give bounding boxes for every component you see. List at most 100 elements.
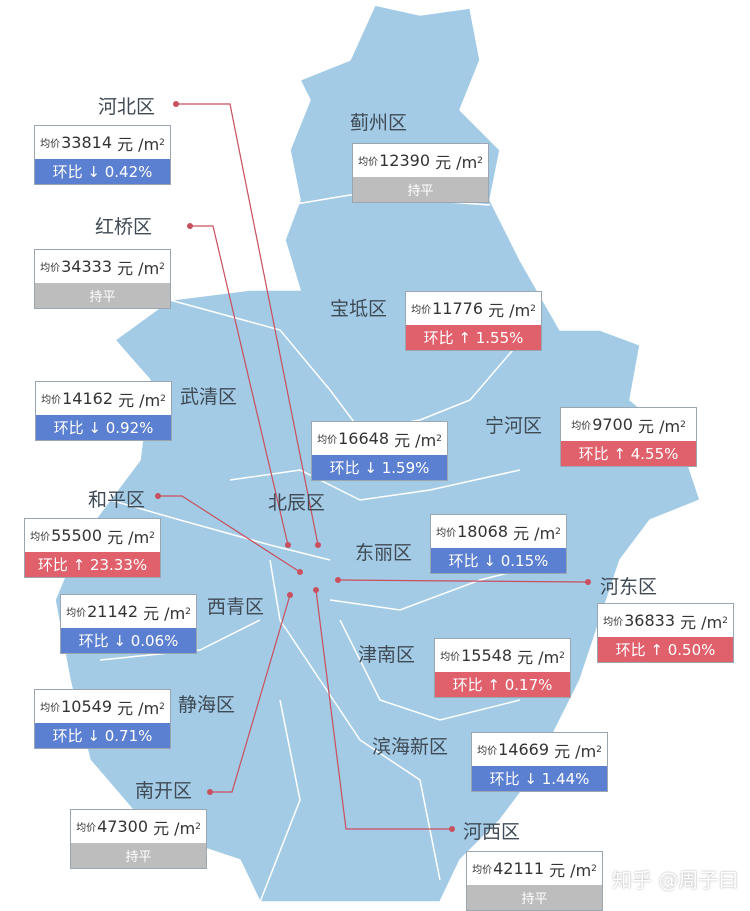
price-row: 均价 21142 元 /m 2 — [61, 595, 196, 628]
district-name: 滨海新区 — [372, 736, 449, 758]
price-value: 14669 — [498, 740, 549, 759]
district-name: 河东区 — [600, 576, 658, 598]
price-prefix: 均价 — [40, 139, 61, 150]
change-badge: 环比 ↓ 1.44% — [472, 766, 607, 791]
price-unit: 元 /m — [517, 647, 560, 667]
unit-sup: 2 — [160, 393, 166, 404]
price-prefix: 均价 — [603, 617, 624, 628]
price-unit: 元 /m — [117, 134, 160, 154]
watermark: 知乎 @周子曰 — [612, 868, 739, 892]
price-value: 36833 — [624, 611, 675, 630]
price-value: 11776 — [432, 299, 483, 318]
leader-dots — [155, 101, 591, 832]
price-card: 均价 18068 元 /m 2 环比 ↓ 0.15% — [430, 514, 567, 574]
price-prefix: 均价 — [76, 823, 97, 834]
price-prefix: 均价 — [41, 395, 62, 406]
change-badge: 环比 ↓ 0.06% — [61, 628, 196, 653]
district-name: 河西区 — [463, 821, 521, 843]
price-value: 12390 — [379, 151, 430, 170]
price-unit: 元 /m — [435, 152, 478, 172]
district-name: 东丽区 — [355, 542, 413, 564]
unit-sup: 2 — [159, 137, 165, 148]
price-value: 15548 — [461, 646, 512, 665]
change-badge: 环比 ↓ 0.42% — [35, 159, 170, 184]
price-card: 均价 47300 元 /m 2 持平 — [70, 809, 207, 869]
price-value: 10549 — [61, 697, 112, 716]
price-prefix: 均价 — [571, 421, 592, 432]
price-card: 均价 9700 元 /m 2 环比 ↑ 4.55% — [560, 407, 697, 467]
district-name: 宝坻区 — [330, 298, 388, 320]
change-badge: 环比 ↑ 4.55% — [561, 441, 696, 466]
change-badge: 环比 ↓ 0.15% — [431, 548, 566, 573]
price-value: 21142 — [87, 602, 138, 621]
leader-lines — [158, 103, 589, 830]
price-value: 16648 — [338, 429, 389, 448]
price-unit: 元 /m — [488, 300, 531, 320]
change-badge: 环比 ↑ 1.55% — [406, 325, 541, 350]
change-badge: 环比 ↑ 0.17% — [435, 672, 570, 697]
price-row: 均价 14669 元 /m 2 — [472, 733, 607, 766]
price-unit: 元 /m — [394, 430, 437, 450]
price-unit: 元 /m — [153, 818, 196, 838]
price-value: 14162 — [62, 389, 113, 408]
change-badge: 环比 ↑ 23.33% — [25, 552, 160, 577]
unit-sup: 2 — [591, 863, 597, 874]
price-prefix: 均价 — [317, 435, 338, 446]
unit-sup: 2 — [555, 526, 561, 537]
price-value: 47300 — [97, 817, 148, 836]
price-unit: 元 /m — [554, 741, 597, 761]
price-row: 均价 10549 元 /m 2 — [35, 690, 170, 723]
district-name: 蓟州区 — [350, 112, 408, 134]
unit-sup: 2 — [436, 433, 442, 444]
price-row: 均价 34333 元 /m 2 — [35, 250, 170, 283]
price-row: 均价 33814 元 /m 2 — [35, 126, 170, 159]
district-name: 河北区 — [98, 96, 156, 118]
price-value: 34333 — [61, 257, 112, 276]
price-card: 均价 12390 元 /m 2 持平 — [352, 143, 489, 203]
district-name: 西青区 — [207, 596, 265, 618]
price-value: 9700 — [592, 415, 633, 434]
price-unit: 元 /m — [107, 527, 150, 547]
price-row: 均价 14162 元 /m 2 — [36, 382, 171, 415]
change-badge: 环比 ↓ 0.92% — [36, 415, 171, 440]
price-prefix: 均价 — [40, 263, 61, 274]
unit-sup: 2 — [477, 155, 483, 166]
price-card: 均价 42111 元 /m 2 持平 — [466, 851, 603, 911]
price-prefix: 均价 — [436, 528, 457, 539]
change-badge: 持平 — [35, 283, 170, 308]
unit-sup: 2 — [159, 701, 165, 712]
price-prefix: 均价 — [440, 652, 461, 663]
price-unit: 元 /m — [513, 523, 556, 543]
price-card: 均价 34333 元 /m 2 持平 — [34, 249, 171, 309]
price-prefix: 均价 — [477, 746, 498, 757]
price-row: 均价 36833 元 /m 2 — [598, 604, 733, 637]
price-card: 均价 36833 元 /m 2 环比 ↑ 0.50% — [597, 603, 734, 663]
price-card: 均价 11776 元 /m 2 环比 ↑ 1.55% — [405, 291, 542, 351]
price-prefix: 均价 — [66, 608, 87, 619]
price-unit: 元 /m — [118, 390, 161, 410]
district-name: 津南区 — [358, 644, 416, 666]
price-row: 均价 47300 元 /m 2 — [71, 810, 206, 843]
district-borders — [99, 194, 561, 902]
price-unit: 元 /m — [638, 416, 681, 436]
district-name: 红桥区 — [95, 216, 153, 238]
unit-sup: 2 — [722, 615, 728, 626]
unit-sup: 2 — [596, 744, 602, 755]
price-card: 均价 21142 元 /m 2 环比 ↓ 0.06% — [60, 594, 197, 654]
price-prefix: 均价 — [411, 305, 432, 316]
price-row: 均价 16648 元 /m 2 — [312, 422, 447, 455]
district-name: 和平区 — [88, 489, 146, 511]
district-name: 南开区 — [135, 780, 193, 802]
unit-sup: 2 — [559, 650, 565, 661]
price-value: 42111 — [493, 859, 544, 878]
price-prefix: 均价 — [40, 703, 61, 714]
unit-sup: 2 — [530, 303, 536, 314]
price-row: 均价 15548 元 /m 2 — [435, 639, 570, 672]
unit-sup: 2 — [195, 821, 201, 832]
price-card: 均价 10549 元 /m 2 环比 ↓ 0.71% — [34, 689, 171, 749]
district-name: 北辰区 — [268, 492, 326, 514]
unit-sup: 2 — [185, 606, 191, 617]
price-row: 均价 9700 元 /m 2 — [561, 408, 696, 441]
change-badge: 环比 ↑ 0.50% — [598, 637, 733, 662]
price-row: 均价 12390 元 /m 2 — [353, 144, 488, 177]
